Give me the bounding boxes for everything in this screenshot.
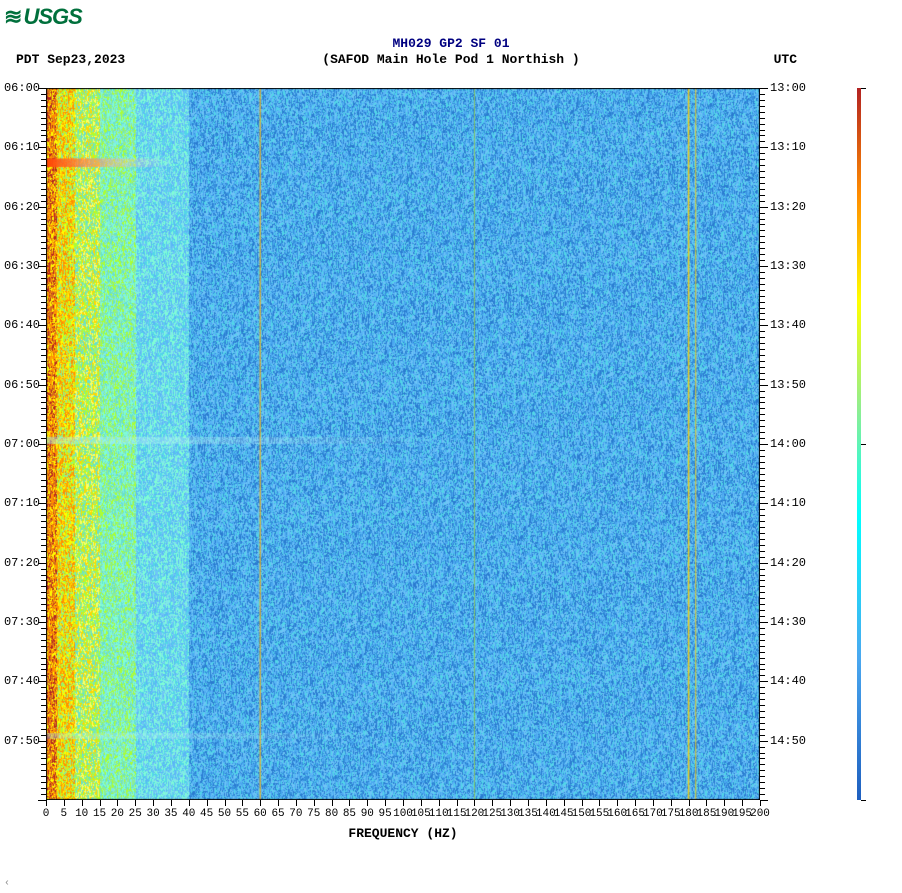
date-label-left: PDT Sep23,2023 <box>16 52 125 67</box>
x-tick-label: 50 <box>218 808 231 820</box>
x-tick-label: 30 <box>146 808 159 820</box>
x-tick-label: 80 <box>325 808 338 820</box>
x-tick-label: 60 <box>254 808 267 820</box>
utc-label-right: UTC <box>774 52 797 67</box>
x-tick-label: 0 <box>43 808 50 820</box>
y-right-label: 14:10 <box>770 496 806 510</box>
x-tick-label: 25 <box>129 808 142 820</box>
x-tick-label: 180 <box>679 808 699 820</box>
y-right-label: 13:00 <box>770 81 806 95</box>
y-right-label: 14:50 <box>770 734 806 748</box>
x-tick-label: 95 <box>379 808 392 820</box>
y-right-label: 14:40 <box>770 674 806 688</box>
x-tick-label: 120 <box>464 808 484 820</box>
x-tick-label: 10 <box>75 808 88 820</box>
y-right-label: 13:50 <box>770 378 806 392</box>
y-left-label: 06:40 <box>4 318 40 332</box>
y-left-label: 07:20 <box>4 556 40 570</box>
y-left-label: 07:10 <box>4 496 40 510</box>
x-tick-label: 70 <box>289 808 302 820</box>
x-tick-label: 165 <box>625 808 645 820</box>
y-left-label: 07:30 <box>4 615 40 629</box>
x-tick-label: 195 <box>732 808 752 820</box>
y-axis-right-ticks <box>760 88 766 800</box>
x-tick-label: 200 <box>750 808 770 820</box>
y-left-label: 07:40 <box>4 674 40 688</box>
y-right-label: 13:40 <box>770 318 806 332</box>
y-left-label: 07:00 <box>4 437 40 451</box>
y-right-label: 13:30 <box>770 259 806 273</box>
y-right-label: 13:10 <box>770 140 806 154</box>
y-left-label: 06:00 <box>4 81 40 95</box>
x-tick-label: 145 <box>554 808 574 820</box>
x-tick-label: 110 <box>429 808 449 820</box>
x-tick-label: 85 <box>343 808 356 820</box>
plot-subtitle: (SAFOD Main Hole Pod 1 Northish ) <box>0 52 902 67</box>
x-tick-label: 140 <box>536 808 556 820</box>
x-tick-label: 90 <box>361 808 374 820</box>
plot-title: MH029 GP2 SF 01 <box>0 36 902 51</box>
spectrogram-canvas <box>46 88 760 800</box>
x-tick-label: 100 <box>393 808 413 820</box>
x-tick-label: 185 <box>697 808 717 820</box>
x-tick-label: 5 <box>61 808 68 820</box>
x-tick-label: 170 <box>643 808 663 820</box>
y-left-label: 07:50 <box>4 734 40 748</box>
x-tick-label: 75 <box>307 808 320 820</box>
x-tick-label: 55 <box>236 808 249 820</box>
x-tick-label: 175 <box>661 808 681 820</box>
spectrogram-plot <box>46 88 760 800</box>
x-tick-label: 190 <box>714 808 734 820</box>
x-tick-label: 40 <box>182 808 195 820</box>
footer-mark: ‹ <box>4 878 10 889</box>
usgs-logo: USGS <box>4 4 82 30</box>
y-axis-left-ticks <box>40 88 46 800</box>
y-right-label: 14:20 <box>770 556 806 570</box>
x-tick-label: 15 <box>93 808 106 820</box>
x-tick-label: 125 <box>482 808 502 820</box>
y-left-label: 06:10 <box>4 140 40 154</box>
x-tick-label: 155 <box>589 808 609 820</box>
x-tick-label: 45 <box>200 808 213 820</box>
x-tick-label: 35 <box>164 808 177 820</box>
x-tick-label: 115 <box>447 808 467 820</box>
y-left-label: 06:30 <box>4 259 40 273</box>
x-tick-label: 150 <box>572 808 592 820</box>
x-tick-label: 105 <box>411 808 431 820</box>
x-tick-label: 160 <box>607 808 627 820</box>
x-tick-label: 135 <box>518 808 538 820</box>
y-left-label: 06:50 <box>4 378 40 392</box>
x-axis-title: FREQUENCY (HZ) <box>46 826 760 841</box>
y-right-label: 14:00 <box>770 437 806 451</box>
x-tick-label: 20 <box>111 808 124 820</box>
x-tick-label: 130 <box>500 808 520 820</box>
y-right-label: 14:30 <box>770 615 806 629</box>
y-left-label: 06:20 <box>4 200 40 214</box>
y-right-label: 13:20 <box>770 200 806 214</box>
x-tick-label: 65 <box>271 808 284 820</box>
